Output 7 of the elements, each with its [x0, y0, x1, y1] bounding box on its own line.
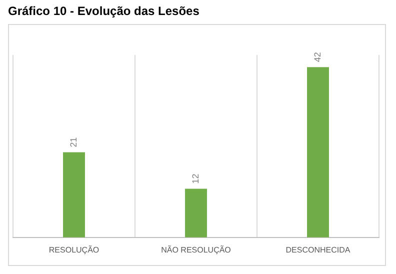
chart-title: Gráfico 10 - Evolução das Lesões: [8, 4, 200, 18]
x-tick-label: NÃO RESOLUÇÃO: [161, 244, 231, 254]
data-label: 21: [68, 137, 78, 148]
x-tick-label: RESOLUÇÃO: [48, 244, 100, 254]
x-tick-label: DESCONHECIDA: [286, 245, 351, 254]
data-label: 42: [312, 52, 322, 62]
data-label: 12: [190, 174, 200, 184]
